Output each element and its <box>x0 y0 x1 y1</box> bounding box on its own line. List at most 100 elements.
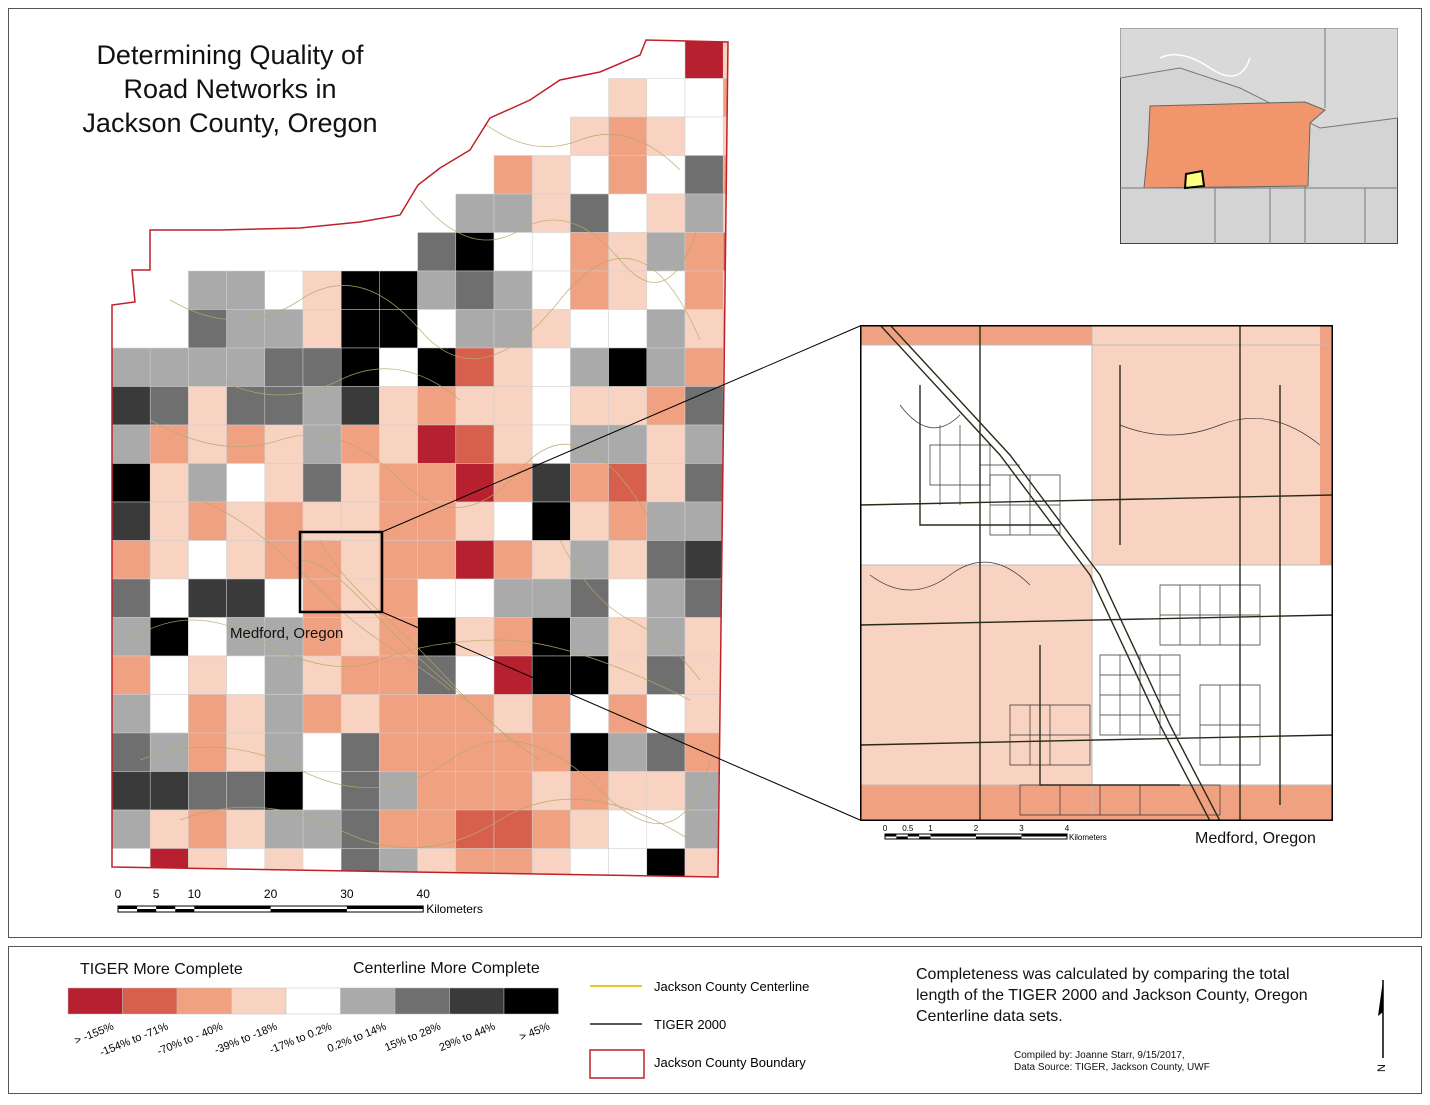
grid-cell <box>531 732 571 772</box>
grid-cell <box>379 309 418 349</box>
grid-cell <box>379 694 418 734</box>
inset-extent-box <box>298 530 384 614</box>
grid-cell <box>417 309 457 349</box>
grid-cell <box>188 694 227 734</box>
grid-cell <box>379 386 418 426</box>
city-label: Medford, Oregon <box>230 625 344 642</box>
grid-cell <box>608 155 648 195</box>
grid-cell <box>646 193 686 233</box>
grid-cell <box>722 347 728 387</box>
grid-cell <box>493 501 533 541</box>
legend-color-ramp: > -155%-154% to -71%-70% to - 40%-39% to… <box>67 987 559 1059</box>
grid-cell <box>379 848 418 877</box>
legend-class-label: 15% to 28% <box>383 1021 443 1054</box>
grid-cell <box>684 155 724 195</box>
grid-cell <box>646 116 686 156</box>
grid-cell <box>226 270 266 310</box>
legend-swatch <box>285 987 341 1015</box>
grid-cell <box>493 193 533 233</box>
grid-cell <box>112 501 151 541</box>
grid-cell <box>264 655 304 695</box>
grid-cell <box>379 463 418 503</box>
grid-cell <box>264 848 304 877</box>
grid-cell <box>226 463 266 503</box>
grid-cell <box>646 463 686 503</box>
grid-cell <box>722 155 728 195</box>
grid-cell <box>188 771 227 811</box>
grid-cell <box>646 809 686 849</box>
grid-cell <box>646 501 686 541</box>
grid-cell <box>112 540 151 580</box>
legend-line-label: Jackson County Boundary <box>654 1055 806 1070</box>
grid-cell <box>264 501 304 541</box>
grid-cell <box>188 463 227 503</box>
grid-cell <box>455 848 495 877</box>
grid-cell <box>609 887 647 926</box>
grid-cell <box>379 424 418 464</box>
grid-cell <box>379 771 418 811</box>
grid-cell <box>417 732 457 772</box>
grid-cell <box>684 193 724 233</box>
grid-cell <box>417 578 457 618</box>
grid-cell <box>226 386 266 426</box>
grid-cell <box>646 78 686 118</box>
grid-cell <box>149 771 189 811</box>
grid-cell <box>722 771 728 811</box>
grid-cell <box>493 694 533 734</box>
grid-cell <box>340 617 380 657</box>
grid-cell <box>112 771 151 811</box>
grid-cell <box>379 578 418 618</box>
grid-cell <box>455 501 495 541</box>
grid-cell <box>417 848 457 877</box>
scale-tick-label: 10 <box>188 887 202 901</box>
north-arrow: N <box>1376 980 1388 1072</box>
legend-swatch <box>176 987 232 1015</box>
grid-cell <box>302 463 342 503</box>
legend-frame <box>8 946 1422 1094</box>
grid-cell <box>531 809 571 849</box>
grid-cell <box>264 694 304 734</box>
grid-cell <box>226 809 266 849</box>
grid-cell <box>226 309 266 349</box>
grid-cell <box>226 732 266 772</box>
grid-cell <box>493 540 533 580</box>
grid-cell <box>570 270 609 310</box>
grid-cell <box>722 193 728 233</box>
legend-swatch <box>231 987 287 1015</box>
oregon-shape <box>1143 101 1326 189</box>
grid-cell <box>264 270 304 310</box>
legend-swatch <box>449 987 505 1015</box>
grid-cell <box>608 78 648 118</box>
grid-cell <box>379 617 418 657</box>
grid-cell <box>112 424 151 464</box>
grid-cell <box>455 463 495 503</box>
grid-cell <box>226 655 266 695</box>
grid-cell <box>646 386 686 426</box>
grid-cell <box>264 309 304 349</box>
grid-cell <box>646 424 686 464</box>
grid-cell <box>493 386 533 426</box>
grid-cell <box>570 347 609 387</box>
grid-cell <box>188 540 227 580</box>
grid-cell <box>608 193 648 233</box>
inset-label: Medford, Oregon <box>1195 830 1316 847</box>
grid-cell <box>608 771 648 811</box>
grid-cell <box>455 193 495 233</box>
grid-cell <box>570 501 609 541</box>
grid-cell <box>493 771 533 811</box>
grid-cell <box>570 463 609 503</box>
grid-cell <box>646 347 686 387</box>
grid-cell <box>608 732 648 772</box>
grid-cell <box>646 155 686 195</box>
grid-cell <box>417 232 457 272</box>
grid-cell <box>531 694 571 734</box>
title-line-3: Jackson County, Oregon <box>82 108 378 138</box>
scale-tick-label: 0 <box>115 887 122 901</box>
grid-cell <box>684 78 724 118</box>
grid-cell <box>608 540 648 580</box>
grid-cell <box>608 463 648 503</box>
grid-cell <box>302 771 342 811</box>
grid-cell <box>455 771 495 811</box>
county-grid-map <box>111 39 861 926</box>
grid-cell <box>112 617 151 657</box>
